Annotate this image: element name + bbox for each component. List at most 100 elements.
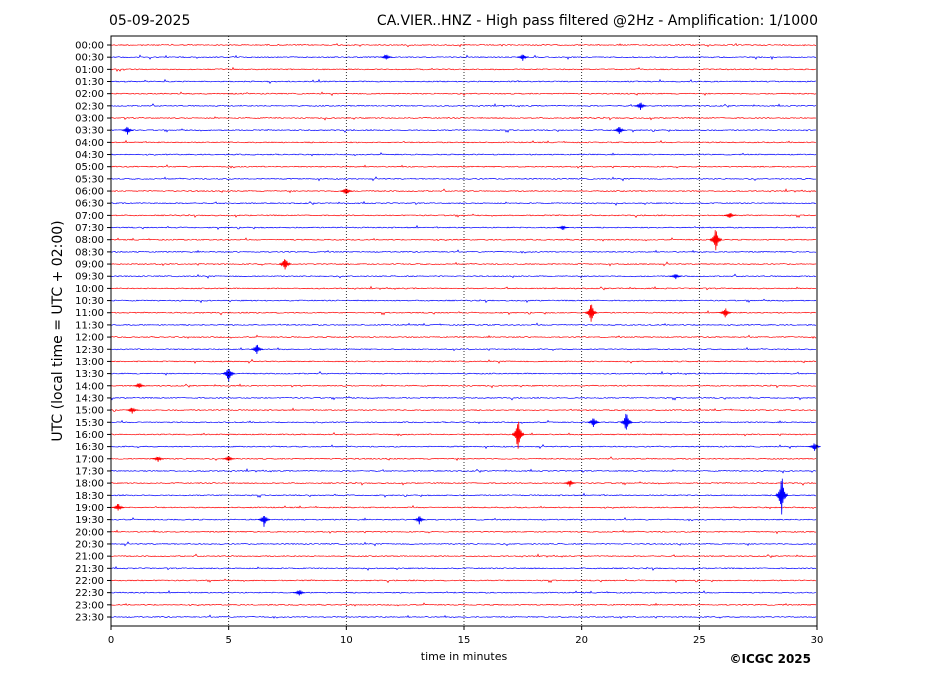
- seismic-event: [709, 230, 723, 251]
- trace-line-0300: [110, 116, 817, 121]
- seismic-event: [133, 382, 146, 389]
- y-tick-label: 04:30: [75, 150, 104, 161]
- trace-line-0730: [110, 224, 817, 230]
- seismic-event: [278, 259, 292, 270]
- chart-date: 05-09-2025: [109, 13, 190, 29]
- trace-line-2200: [110, 578, 817, 584]
- seismic-event: [121, 126, 134, 135]
- x-tick-label: 5: [225, 635, 231, 646]
- trace-line-1900: [110, 505, 817, 510]
- seismic-event: [584, 304, 598, 322]
- trace-line-1830: [110, 492, 817, 498]
- y-tick-label: 13:30: [75, 369, 104, 380]
- trace-line-0000: [110, 42, 817, 48]
- y-tick-label: 12:00: [75, 333, 104, 344]
- seismic-event: [563, 480, 577, 487]
- trace-line-0230: [110, 103, 817, 108]
- y-tick-label: 14:30: [75, 393, 104, 404]
- trace-line-1330: [110, 370, 817, 376]
- trace-line-2000: [110, 529, 816, 535]
- y-tick-label: 17:30: [75, 466, 104, 477]
- seismic-event: [126, 407, 139, 414]
- trace-line-0030: [110, 54, 817, 60]
- x-tick-label: 10: [340, 635, 353, 646]
- trace-line-0830: [110, 249, 817, 254]
- y-tick-label: 02:00: [75, 89, 104, 100]
- seismic-event: [775, 478, 789, 515]
- y-tick-label: 23:00: [75, 600, 104, 611]
- y-tick-label: 01:30: [75, 77, 104, 88]
- trace-line-1500: [110, 407, 817, 412]
- seismic-event: [151, 456, 165, 462]
- y-tick-label: 02:30: [75, 101, 104, 112]
- y-tick-label: 04:00: [75, 138, 104, 149]
- seismic-event: [293, 590, 306, 596]
- trace-line-1200: [110, 334, 817, 339]
- seismic-event: [587, 418, 600, 428]
- y-tick-label: 10:00: [75, 284, 104, 295]
- copyright-text: ©ICGC 2025: [729, 652, 811, 666]
- y-tick-label: 05:30: [75, 174, 104, 185]
- y-tick-label: 21:30: [75, 564, 104, 575]
- x-axis-label: time in minutes: [421, 650, 508, 663]
- trace-line-2330: [110, 614, 817, 619]
- trace-line-1930: [110, 517, 817, 522]
- trace-line-1430: [110, 396, 817, 401]
- y-tick-label: 22:00: [75, 576, 104, 587]
- trace-line-1030: [110, 298, 817, 304]
- seismic-event: [613, 127, 626, 134]
- trace-line-0100: [110, 66, 817, 72]
- grid-layer: [228, 36, 700, 626]
- trace-line-0530: [110, 176, 817, 182]
- y-tick-label: 11:30: [75, 320, 104, 331]
- y-tick-label: 05:00: [75, 162, 104, 173]
- trace-line-0500: [110, 164, 817, 169]
- x-tick-label: 25: [693, 635, 706, 646]
- seismic-event: [516, 54, 529, 61]
- y-tick-label: 18:00: [75, 479, 104, 490]
- trace-line-2300: [110, 602, 817, 607]
- y-tick-label: 03:30: [75, 126, 104, 137]
- trace-line-1700: [110, 456, 817, 461]
- y-tick-label: 07:30: [75, 223, 104, 234]
- y-tick-label: 19:00: [75, 503, 104, 514]
- trace-line-1130: [110, 322, 817, 327]
- trace-line-1100: [110, 310, 817, 316]
- x-tick-label: 20: [575, 635, 588, 646]
- chart-title: CA.VIER..HNZ - High pass filtered @2Hz -…: [377, 13, 818, 29]
- y-tick-label: 15:30: [75, 418, 104, 429]
- y-tick-label: 10:30: [75, 296, 104, 307]
- trace-line-0200: [110, 91, 817, 97]
- trace-line-2130: [110, 566, 817, 571]
- trace-line-0700: [110, 213, 817, 219]
- trace-line-2030: [110, 541, 817, 547]
- y-tick-label: 06:00: [75, 187, 104, 198]
- y-tick-label: 17:00: [75, 454, 104, 465]
- seismic-event: [718, 308, 732, 318]
- trace-line-0800: [110, 237, 817, 242]
- y-tick-label: 09:00: [75, 260, 104, 271]
- trace-line-0630: [110, 200, 817, 206]
- y-tick-label: 16:00: [75, 430, 104, 441]
- trace-line-1800: [110, 481, 817, 486]
- seismic-event: [620, 413, 633, 430]
- seismic-event: [257, 516, 271, 527]
- seismic-event: [413, 516, 426, 525]
- traces-layer: [110, 42, 821, 619]
- y-tick-label: 00:30: [75, 53, 104, 64]
- trace-line-0900: [110, 261, 817, 267]
- seismic-event: [380, 54, 393, 60]
- trace-line-1630: [110, 443, 817, 450]
- y-tick-label: 23:30: [75, 612, 104, 623]
- trace-line-1230: [110, 347, 817, 352]
- seismic-event: [511, 421, 525, 449]
- plot-frame: [110, 35, 818, 627]
- x-tick-label: 15: [458, 635, 471, 646]
- seismic-event: [250, 344, 264, 355]
- y-tick-label: 08:30: [75, 247, 104, 258]
- trace-line-1530: [110, 419, 817, 425]
- trace-line-1400: [110, 383, 817, 389]
- trace-line-1300: [110, 358, 817, 364]
